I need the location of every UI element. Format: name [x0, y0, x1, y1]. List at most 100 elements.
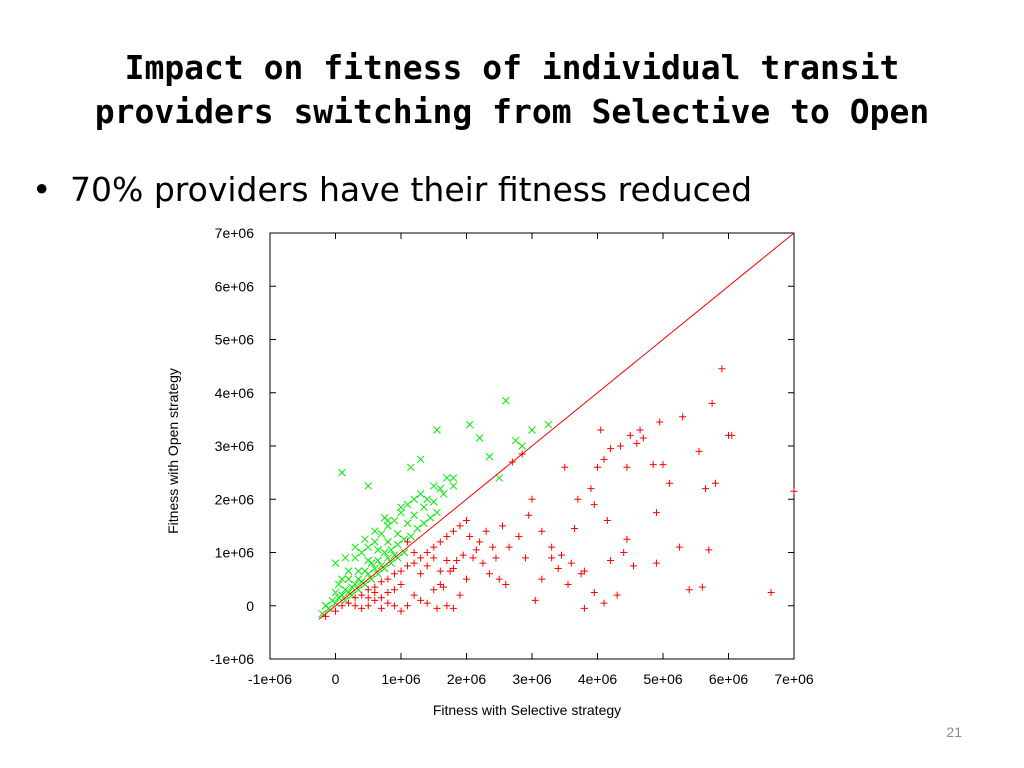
data-point: [538, 575, 546, 583]
data-point: [374, 556, 382, 565]
data-point: [397, 580, 405, 588]
data-point: [708, 399, 716, 407]
data-point: [406, 532, 415, 541]
data-point: [387, 559, 396, 568]
data-point: [410, 559, 418, 567]
data-point: [410, 495, 418, 504]
data-point: [341, 585, 350, 594]
data-point: [364, 594, 372, 602]
data-point: [423, 549, 431, 556]
x-tick-label: 3e+06: [512, 671, 552, 687]
data-point: [698, 583, 706, 591]
data-point: [338, 602, 346, 610]
x-tick-label: 4e+06: [578, 671, 618, 687]
data-point: [475, 434, 484, 442]
data-point: [351, 553, 360, 562]
data-point: [482, 527, 490, 535]
data-point: [358, 604, 366, 612]
data-point: [607, 445, 615, 453]
data-point: [377, 530, 386, 538]
data-point: [393, 530, 402, 538]
data-point: [449, 564, 457, 572]
data-point: [410, 511, 418, 520]
data-point: [443, 602, 451, 610]
x-tick-label: 1e+06: [381, 671, 421, 687]
data-point: [453, 556, 461, 564]
slide-title: Impact on fitness of individual transit …: [0, 46, 1024, 134]
data-point: [334, 593, 343, 602]
data-point: [557, 551, 565, 559]
data-point: [420, 519, 428, 528]
slide-title-line-1: Impact on fitness of individual transit: [124, 48, 900, 87]
data-point: [442, 474, 451, 482]
data-point: [397, 503, 405, 512]
data-point: [387, 545, 396, 554]
y-tick-label: 3e+06: [215, 438, 255, 454]
data-point: [364, 482, 373, 490]
y-tick-label: 4e+06: [215, 385, 255, 401]
data-point: [767, 588, 775, 596]
data-point: [476, 538, 484, 546]
data-point: [548, 543, 556, 551]
data-point: [397, 567, 405, 575]
data-point: [620, 549, 628, 556]
data-point: [711, 479, 719, 487]
data-point: [364, 543, 373, 552]
x-tick-label: 2e+06: [447, 671, 487, 687]
data-point: [390, 586, 398, 594]
data-point: [577, 570, 585, 578]
data-point: [433, 426, 441, 434]
bullet-text: 70% providers have their fitness reduced: [70, 170, 753, 209]
data-point: [423, 599, 431, 607]
data-point: [521, 554, 529, 562]
data-point: [639, 434, 647, 442]
data-point: [528, 426, 536, 434]
data-point: [384, 553, 392, 562]
data-point: [515, 533, 523, 541]
data-point: [528, 495, 536, 503]
data-point: [364, 556, 373, 565]
data-point: [403, 519, 412, 528]
y-tick-label: 2e+06: [215, 491, 255, 507]
y-tick-label: 0: [246, 598, 254, 614]
y-tick-label: -1e+06: [210, 651, 254, 667]
data-point: [456, 591, 464, 599]
data-point: [616, 442, 624, 450]
data-point: [380, 514, 389, 522]
data-point: [364, 602, 372, 610]
data-point: [544, 420, 553, 429]
data-point: [436, 484, 445, 493]
data-point: [406, 463, 415, 472]
data-point: [571, 525, 579, 533]
data-point: [679, 413, 687, 421]
data-point: [525, 511, 533, 519]
data-point: [361, 580, 369, 589]
data-point: [613, 591, 621, 599]
data-point: [370, 537, 379, 546]
data-point: [587, 485, 595, 493]
data-point: [623, 535, 631, 543]
data-point: [404, 538, 412, 546]
data-point: [429, 482, 438, 490]
y-tick-label: 7e+06: [215, 225, 255, 241]
data-point: [430, 586, 438, 594]
data-point: [594, 463, 601, 471]
data-point: [574, 495, 582, 503]
data-point: [495, 474, 504, 482]
diagonal-reference-line: [318, 232, 795, 620]
data-point: [351, 594, 359, 602]
data-point: [374, 545, 382, 554]
data-point: [449, 482, 458, 490]
y-tick-label: 1e+06: [215, 545, 255, 561]
data-point: [351, 602, 359, 610]
data-point: [636, 426, 644, 434]
data-point: [607, 556, 615, 564]
data-point: [501, 396, 510, 405]
y-tick-label: 6e+06: [215, 278, 255, 294]
data-point: [630, 562, 638, 570]
data-point: [400, 548, 409, 557]
data-point: [430, 543, 438, 551]
data-point: [334, 580, 343, 589]
x-axis-label: Fitness with Selective strategy: [433, 702, 621, 718]
data-point: [338, 575, 346, 583]
